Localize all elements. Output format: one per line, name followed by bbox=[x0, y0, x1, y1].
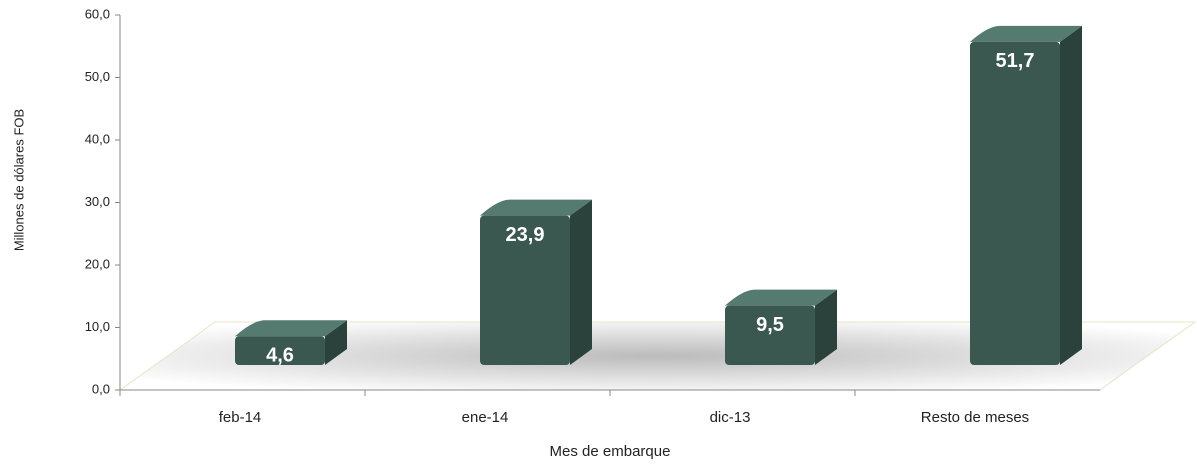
value-label: 51,7 bbox=[996, 50, 1035, 72]
bar-top bbox=[480, 199, 592, 216]
value-label: 23,9 bbox=[506, 224, 545, 246]
value-label: 9,5 bbox=[756, 314, 784, 336]
y-tick-label: 50,0 bbox=[85, 69, 110, 84]
y-tick-label: 30,0 bbox=[85, 194, 110, 209]
y-tick-label: 60,0 bbox=[85, 6, 110, 21]
bar-side bbox=[1060, 25, 1082, 365]
y-tick-label: 20,0 bbox=[85, 256, 110, 271]
bar bbox=[480, 215, 570, 365]
y-axis-title: Millones de dólares FOB bbox=[11, 109, 26, 251]
bar bbox=[725, 305, 815, 365]
x-tick-label: Resto de meses bbox=[921, 409, 1029, 426]
bar-top bbox=[970, 25, 1082, 42]
bar-side bbox=[570, 199, 592, 365]
y-tick-label: 0,0 bbox=[92, 381, 110, 396]
value-label: 4,6 bbox=[266, 345, 294, 367]
y-tick-label: 40,0 bbox=[85, 131, 110, 146]
bar bbox=[970, 41, 1060, 365]
y-tick-label: 10,0 bbox=[85, 319, 110, 334]
x-axis-title: Mes de embarque bbox=[550, 443, 671, 460]
x-tick-label: ene-14 bbox=[462, 409, 509, 426]
bar-side bbox=[325, 320, 347, 365]
x-tick-label: feb-14 bbox=[219, 409, 262, 426]
bar bbox=[235, 336, 325, 365]
bar-top bbox=[725, 289, 837, 306]
bar-side bbox=[815, 289, 837, 365]
bar-top bbox=[235, 320, 347, 337]
x-tick-label: dic-13 bbox=[710, 409, 751, 426]
